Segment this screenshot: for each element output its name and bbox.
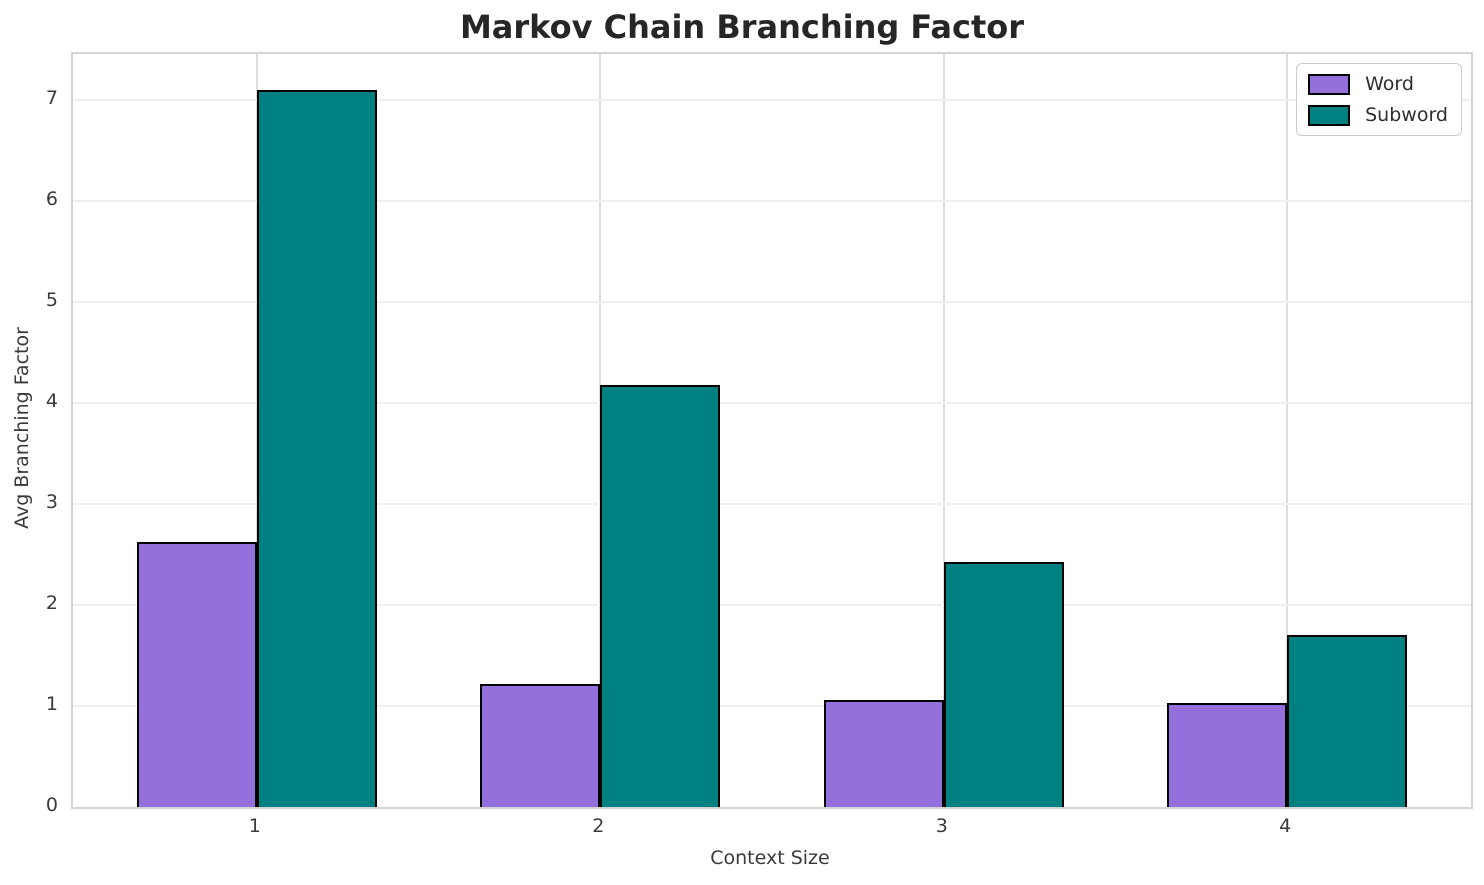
y-axis-label: Avg Branching Factor [11, 327, 33, 529]
horizontal-gridline [73, 401, 1471, 404]
horizontal-gridline [73, 603, 1471, 606]
bar-subword-4 [1287, 635, 1408, 807]
x-tick-label: 1 [248, 815, 261, 837]
y-tick-label: 0 [45, 794, 58, 816]
legend: Word Subword [1296, 63, 1462, 136]
bar-subword-3 [943, 561, 1064, 807]
plot-area: Word Subword [71, 52, 1473, 809]
x-axis-label: Context Size [710, 847, 830, 869]
legend-swatch-subword [1308, 104, 1351, 126]
bar-subword-1 [256, 89, 377, 807]
x-tick-label: 4 [1279, 815, 1292, 837]
chart-title: Markov Chain Branching Factor [459, 8, 1025, 46]
x-tick-label: 2 [592, 815, 605, 837]
horizontal-gridline [73, 300, 1471, 303]
bar-word-2 [480, 683, 601, 807]
legend-item-word: Word [1308, 73, 1448, 95]
legend-swatch-word [1308, 73, 1351, 95]
horizontal-gridline [73, 704, 1471, 707]
x-tick-label: 3 [935, 815, 948, 837]
bar-word-4 [1167, 702, 1288, 807]
bar-word-1 [136, 542, 257, 807]
legend-label: Word [1365, 73, 1414, 95]
horizontal-gridline [73, 502, 1471, 505]
horizontal-gridline [73, 98, 1471, 101]
vertical-gridline [1286, 54, 1289, 807]
y-tick-label: 1 [45, 692, 58, 715]
y-tick-label: 5 [45, 288, 58, 311]
y-tick-label: 7 [45, 86, 58, 109]
y-tick-label: 4 [45, 389, 58, 412]
bar-word-3 [823, 699, 944, 807]
legend-label: Subword [1365, 104, 1448, 126]
bar-subword-2 [600, 384, 721, 807]
y-tick-label: 2 [45, 591, 58, 614]
legend-item-subword: Subword [1308, 104, 1448, 126]
y-tick-label: 6 [45, 187, 58, 210]
y-tick-label: 3 [45, 490, 58, 513]
horizontal-gridline [73, 199, 1471, 202]
vertical-gridline [942, 54, 945, 807]
